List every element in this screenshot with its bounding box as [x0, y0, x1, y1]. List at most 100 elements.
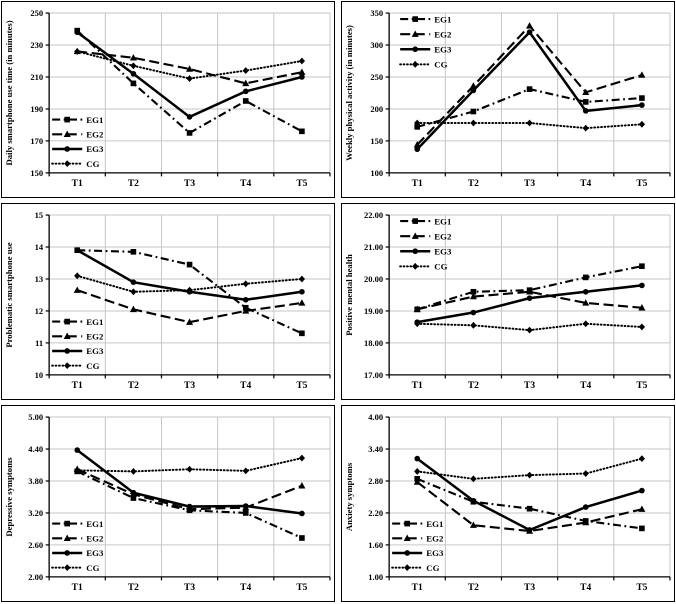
- legend-item-CG: CG: [391, 563, 440, 573]
- legend-item-EG1: EG1: [52, 519, 103, 529]
- series-EG2: [413, 288, 646, 313]
- legend: EG1 EG2 EG3 CG: [51, 115, 104, 169]
- y-tick-label: 2.00: [28, 572, 43, 582]
- series-CG: [74, 272, 306, 296]
- y-tick-label: 3.40: [368, 444, 383, 454]
- diamond-marker: [526, 471, 533, 479]
- diamond-marker: [412, 60, 419, 68]
- diamond-marker: [130, 288, 137, 296]
- x-tick-label: T1: [412, 179, 423, 189]
- y-tick-label: 10: [35, 370, 44, 380]
- legend-item-EG3: EG3: [52, 548, 104, 558]
- square-marker: [242, 510, 249, 516]
- legend-item-CG: CG: [399, 262, 448, 272]
- legend-label: EG3: [434, 44, 452, 54]
- circle-marker: [64, 550, 71, 556]
- triangle-marker: [298, 68, 306, 75]
- legend-item-EG1: EG1: [400, 216, 451, 226]
- diamond-marker: [526, 326, 533, 334]
- chart-weekly-physical-activity: 100 150 200 250 300 350 T1 T2 T3 T4 T5 Weekly physi…: [341, 1, 675, 198]
- x-tick-label: T5: [636, 179, 647, 189]
- x-tick-label: T3: [524, 179, 535, 189]
- x-tick-label: T4: [240, 179, 251, 189]
- square-marker: [639, 263, 645, 270]
- legend-label: EG3: [426, 548, 444, 558]
- legend-label: EG2: [86, 331, 104, 341]
- x-tick-label: T4: [580, 179, 591, 189]
- square-marker: [64, 116, 71, 123]
- circle-marker: [130, 70, 137, 77]
- legend-label: CG: [434, 262, 447, 272]
- triangle-marker: [186, 65, 194, 72]
- y-tick-label: 3.80: [28, 476, 43, 486]
- diamond-marker: [412, 262, 419, 270]
- triangle-marker: [582, 88, 590, 96]
- x-tick-label: T5: [296, 179, 307, 189]
- square-marker: [582, 274, 589, 281]
- square-marker: [414, 124, 421, 130]
- square-marker: [299, 330, 305, 337]
- diamond-marker: [186, 465, 193, 473]
- diamond-marker: [74, 466, 81, 474]
- square-marker: [64, 520, 71, 527]
- y-tick-label: 4.00: [368, 412, 383, 422]
- legend-label: EG3: [86, 548, 104, 558]
- circle-marker: [582, 504, 589, 510]
- x-tick-label: T1: [72, 381, 83, 391]
- series-CG: [414, 320, 646, 334]
- circle-marker: [242, 503, 249, 509]
- diamond-marker: [298, 454, 306, 462]
- x-tick-label: T2: [128, 583, 139, 593]
- x-tick-label: T4: [580, 381, 591, 391]
- y-axis-title: Anxiety symptoms: [344, 462, 354, 531]
- square-marker: [412, 218, 419, 224]
- circle-marker: [412, 46, 419, 53]
- x-tick-label: T3: [524, 381, 535, 391]
- chart-daily-smartphone-use-time: 150 170 190 210 230 250 T1 T2 T3 T4 T5 Daily smartp…: [1, 1, 335, 198]
- x-axis: T1 T2 T3 T4 T5: [388, 172, 671, 189]
- line-chart: 100 150 200 250 300 350 T1 T2 T3 T4 T5 Weekly physi…: [344, 8, 671, 189]
- triangle-marker: [63, 534, 71, 541]
- circle-marker: [526, 29, 533, 36]
- line-chart: 17.00 18.00 19.00 20.00 21.00 22.00 T1 T2 T3 T4 T5…: [344, 210, 671, 391]
- y-axis: 100 150 200 250 300 350: [370, 8, 390, 178]
- x-tick-label: T3: [184, 583, 195, 593]
- square-marker: [299, 128, 305, 135]
- circle-marker: [130, 489, 137, 496]
- y-axis: 17.00 18.00 19.00 20.00 21.00 22.00: [364, 210, 390, 380]
- y-tick-label: 200: [370, 104, 383, 114]
- y-tick-label: 19.00: [364, 306, 383, 316]
- x-axis: T1 T2 T3 T4 T5: [388, 374, 671, 391]
- triangle-marker: [413, 478, 421, 485]
- legend-label: EG2: [434, 29, 452, 39]
- chart-anxiety-symptoms: 1.00 1.60 2.20 2.80 3.40 4.00 T1 T2 T3 T4 T5 Anxiet…: [341, 405, 675, 602]
- circle-marker: [242, 296, 249, 303]
- circle-marker: [299, 288, 305, 295]
- x-tick-label: T5: [636, 583, 647, 593]
- circle-marker: [470, 87, 477, 94]
- legend-item-EG3: EG3: [52, 144, 104, 154]
- x-axis: T1 T2 T3 T4 T5: [48, 172, 331, 189]
- series-CG: [74, 47, 306, 83]
- legend-label: EG2: [434, 231, 452, 241]
- x-tick-label: T4: [240, 381, 251, 391]
- x-tick-label: T5: [296, 583, 307, 593]
- square-marker: [130, 249, 137, 255]
- legend-label: EG1: [426, 519, 443, 529]
- legend: EG1 EG2 EG3 CG: [51, 519, 104, 573]
- square-marker: [639, 525, 645, 532]
- legend-item-EG3: EG3: [400, 246, 452, 256]
- y-tick-label: 230: [30, 40, 43, 50]
- triangle-marker: [298, 299, 306, 306]
- y-tick-label: 170: [30, 136, 43, 146]
- triangle-marker: [638, 505, 646, 512]
- circle-marker: [186, 503, 193, 510]
- y-tick-label: 5.00: [28, 412, 43, 422]
- series-EG3: [414, 455, 645, 533]
- y-tick-label: 350: [370, 8, 383, 18]
- legend-label: EG2: [86, 533, 104, 543]
- legend-item-CG: CG: [51, 159, 100, 169]
- diamond-marker: [298, 57, 306, 65]
- circle-marker: [470, 309, 477, 316]
- y-tick-label: 250: [30, 8, 43, 18]
